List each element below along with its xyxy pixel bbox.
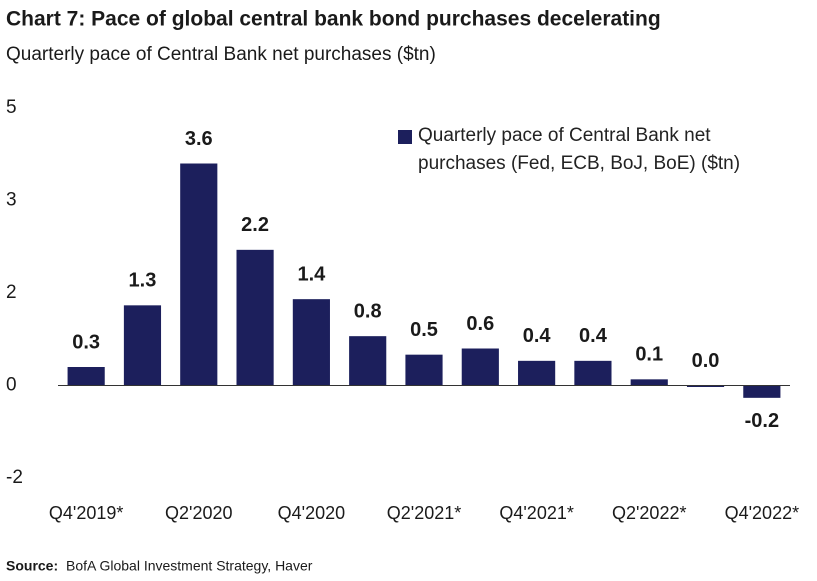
x-tick-label: Q4'2019* [49,503,124,523]
bar [236,249,274,386]
bar [743,385,781,398]
legend-swatch [398,130,412,144]
bar [686,385,725,387]
data-label: 1.3 [129,270,157,292]
data-label: 0.5 [410,319,438,341]
data-label: 0.4 [523,325,552,347]
bar [461,348,499,386]
source: BofA Global Investment Strategy, Haver [66,558,313,574]
data-label: 0.8 [354,300,382,322]
bar [123,305,162,386]
x-tick-label: Q2'2020 [165,503,233,523]
data-label: 0.4 [579,325,608,347]
x-tick-label: Q2'2021* [387,503,462,523]
chart-title: Chart 7: Pace of global central bank bon… [6,8,661,31]
y-tick-label: 2 [6,282,17,303]
y-tick-label: 3 [6,190,17,211]
bar [630,379,668,386]
source-label: Source: [6,558,58,574]
chart-subtitle: Quarterly pace of Central Bank net purch… [6,44,436,65]
x-tick-label: Q4'2021* [499,503,574,523]
bar [405,354,443,386]
y-tick-label: -2 [6,467,23,488]
bar [180,163,218,386]
y-tick-label: 0 [6,375,17,396]
data-label: 0.3 [72,331,100,353]
x-tick-label: Q4'2020 [278,503,346,523]
data-label: 0.0 [692,350,720,372]
x-tick-label: Q2'2022* [612,503,687,523]
bar [349,336,387,386]
bar [67,367,105,386]
bar [574,360,612,386]
data-label: 3.6 [185,128,213,150]
x-tick-label: Q4'2022* [725,503,800,523]
data-label: 0.1 [635,344,663,366]
bar [518,360,556,386]
legend-label: Quarterly pace of Central Bank net purch… [418,125,741,174]
legend: Quarterly pace of Central Bank net purch… [398,122,788,178]
data-label: -0.2 [745,410,779,432]
bar [292,299,330,386]
data-label: 2.2 [241,214,269,236]
data-label: 0.6 [466,313,494,335]
y-tick-label: 5 [6,97,17,118]
data-label: 1.4 [297,263,326,285]
